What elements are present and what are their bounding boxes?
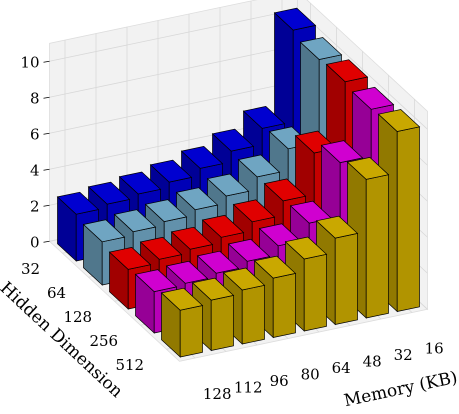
bar-top	[346, 157, 390, 180]
x-tick-label: 32	[394, 346, 413, 364]
bar-top	[165, 260, 209, 284]
grid-line	[297, 8, 428, 130]
bar-top	[196, 250, 240, 274]
bar-top	[377, 109, 421, 132]
z-tick	[43, 132, 50, 135]
z-tick	[43, 168, 50, 171]
bar-top	[170, 226, 214, 250]
bar-top	[113, 209, 157, 233]
y-tick-label: 128	[63, 308, 92, 326]
bar-front	[303, 253, 327, 332]
bar-top	[149, 159, 193, 183]
bar-top	[56, 191, 100, 215]
z-tick-label: 6	[30, 125, 40, 143]
z-tick-label: 4	[30, 161, 40, 179]
x-tick-label: 128	[203, 385, 232, 403]
y-tick-label: 32	[21, 260, 40, 278]
y-tick-label: 512	[115, 356, 144, 374]
bar-top	[284, 236, 328, 260]
bar-top	[315, 215, 359, 239]
bar-top	[227, 238, 271, 262]
bar-front	[365, 174, 389, 319]
x-tick-label: 48	[363, 352, 382, 370]
x-tick-label: 64	[332, 359, 351, 377]
bar-top	[87, 181, 131, 205]
bar-top	[237, 154, 281, 178]
bar-top	[320, 140, 364, 163]
bar-top	[299, 37, 343, 60]
y-tick-label: 256	[89, 332, 118, 350]
bar-top	[211, 128, 255, 152]
z-tick	[43, 60, 50, 63]
bar-top	[160, 287, 204, 311]
bar-top	[263, 178, 307, 202]
bar-top	[201, 214, 245, 238]
bar-front	[179, 305, 203, 358]
bar-top	[175, 187, 219, 211]
z-tick-label: 0	[30, 233, 40, 251]
bar-top	[273, 7, 317, 31]
bar	[160, 287, 204, 358]
grid-line	[49, 80, 298, 134]
bar-top	[253, 255, 297, 279]
bar	[82, 219, 126, 286]
bar	[346, 157, 390, 319]
grid-line	[49, 44, 298, 98]
x-axis-label: Memory (KB)	[342, 368, 459, 412]
x-tick-label: 80	[301, 365, 320, 383]
bar-top	[232, 199, 276, 223]
bar-top	[134, 269, 178, 292]
z-tick	[43, 240, 50, 243]
bar-top	[108, 247, 152, 270]
bar-top	[144, 199, 188, 222]
x-tick-label: 96	[270, 372, 289, 390]
bar-top	[82, 219, 126, 243]
z-tick	[43, 204, 50, 207]
bars	[56, 7, 421, 358]
y-tick-label: 64	[47, 284, 66, 302]
bar-front	[396, 126, 420, 312]
bar-top	[118, 171, 162, 195]
bar-top	[351, 86, 395, 110]
bar-top	[180, 146, 224, 169]
z-tick	[43, 96, 50, 99]
z-tick-label: 10	[20, 53, 39, 71]
bar-top	[191, 277, 235, 301]
bar-top	[325, 59, 369, 83]
bar-front	[272, 272, 296, 338]
bar-top	[206, 173, 250, 197]
bar-top	[242, 106, 286, 129]
bar-front	[241, 284, 265, 345]
z-tick-label: 2	[30, 197, 40, 215]
bar-front	[210, 294, 234, 351]
x-tick-label: 16	[425, 339, 444, 357]
bar-top	[139, 236, 183, 260]
bar-front	[334, 232, 358, 325]
z-tick-label: 8	[30, 89, 40, 107]
x-tick-label: 112	[234, 378, 263, 396]
grid-line	[49, 8, 298, 62]
bar-top	[222, 267, 266, 291]
